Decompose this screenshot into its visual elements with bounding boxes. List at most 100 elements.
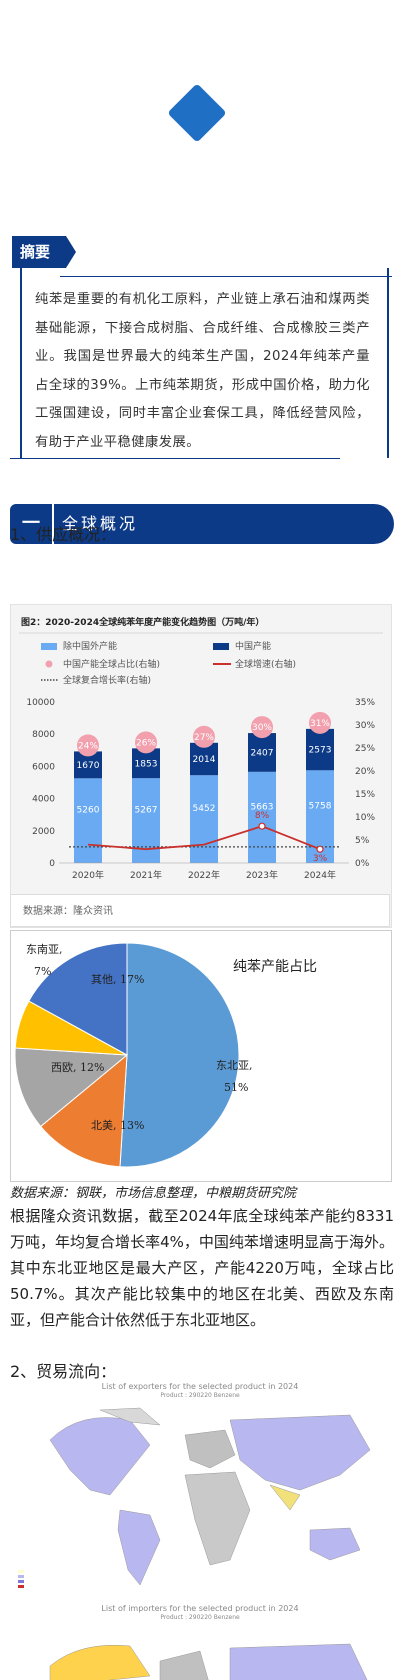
y2-tick-label: 30% [355,721,375,731]
map1-title: List of exporters for the selected produ… [101,1382,299,1391]
pie-slice [119,942,240,1168]
share-label: 27% [194,733,214,743]
legend-label-3: 全球增速(右轴) [235,658,296,670]
x-tick-label: 2022年 [188,869,220,881]
importers-map [49,1643,368,1680]
growth-line [87,825,321,851]
bar-label-outside: 5452 [193,804,216,814]
y-tick-label: 10000 [26,698,55,708]
y2-tick-label: 0% [355,859,370,869]
bar-china [306,728,334,771]
y2-tick-label: 15% [355,790,375,800]
exporters-map [10,1400,390,1600]
y-tick-label: 0 [49,859,55,869]
share-label: 31% [310,719,330,729]
legend-label-0: 除中国外产能 [63,640,117,652]
pie-pct: 51% [224,1081,248,1094]
x-tick-label: 2023年 [246,869,278,881]
bar-outside-china [132,778,160,863]
bar-label-china: 2407 [251,748,274,758]
pie-pct: 7% [34,965,51,978]
abstract-box [20,268,389,458]
pie-slice [28,942,128,1056]
map2-subtitle: Product : 290220 Benzene [160,1614,240,1621]
abstract-text: 纯苯是重要的有机化工原料，产业链上承石油和煤两类基础能源，下接合成树脂、合成纤维… [35,292,370,450]
pie-slice [39,1053,128,1168]
bar-china [190,742,218,776]
growth-point [316,845,324,853]
share-label: 26% [136,738,156,748]
y-tick-label: 2000 [32,827,55,837]
bar-label-outside: 5758 [309,802,332,812]
bar-chart-source: 数据来源：隆众资讯 [10,894,390,927]
y2-tick-label: 35% [355,698,375,708]
map2-title: List of importers for the selected produ… [101,1604,299,1613]
share-label: 24% [78,741,98,751]
share-bubble [77,734,99,757]
legend-label-4: 全球复合增长率(右轴) [63,674,151,686]
x-tick-label: 2020年 [72,869,104,881]
legend-label-2: 中国产能全球占比(右轴) [63,658,160,670]
x-axis: 2020年 2021年 2022年 2023年 2024年 [59,862,349,881]
x-tick-label: 2024年 [304,869,336,881]
bar-label-outside: 5267 [135,806,158,816]
pie-source-note: 数据来源：钢联，市场信息整理，中粮期货研究院 [10,1186,297,1201]
bar-label-china: 1670 [77,761,100,771]
legend-swatch-0 [41,643,57,650]
legend-label-1: 中国产能 [235,640,271,652]
pie-label: 北美, 13% [91,1119,144,1132]
y2-tick-label: 10% [355,813,375,823]
bar-label-outside: 5663 [251,802,274,812]
chart-title: 图2：2020-2024全球纯苯年度产能变化趋势图（万吨/年） [21,616,264,628]
bar-label-outside: 5260 [77,806,100,816]
legend-swatch-1 [213,643,229,650]
bar-china [248,733,276,772]
pie-slices [14,942,240,1168]
y2-tick-label: 5% [355,836,370,846]
pie-chart-svg: 纯苯产能占比 东北亚, 51% 北美, 13% 西欧, 12% 东南亚, 7% 其他, 17… [14,942,317,1168]
section-number: 一 [10,504,54,544]
pie-labels: 东北亚, 51% 北美, 13% 西欧, 12% 东南亚, 7% 其他, 17% [26,943,253,1132]
y-axis: 0 2000 4000 6000 8000 10000 [26,698,55,869]
share-bubble [309,711,331,734]
decorative-diamond [167,83,227,143]
supply-heading: 1、供应概况： [10,525,117,544]
growth-label: 8% [255,811,270,821]
pie-label: 其他, 17% [91,973,144,986]
trade-maps: List of exporters for the selected produ… [10,1382,390,1680]
divider-bottom [10,458,340,459]
x-tick-label: 2021年 [130,869,162,881]
section-title: 全球概况 [62,514,139,533]
bar-outside-china [248,771,276,863]
y-tick-label: 6000 [32,762,55,772]
bar-chart-panel: 图2：2020-2024全球纯苯年度产能变化趋势图（万吨/年） 除中国外产能中国… [10,604,392,928]
bar-label-china: 2014 [193,755,216,765]
pie-slice [14,1047,129,1128]
pie-chart-panel: 纯苯产能占比 东北亚, 51% 北美, 13% 西欧, 12% 东南亚, 7% 其他, 17… [10,930,392,1182]
legend-swatch-2 [45,660,53,668]
bar-outside-china [74,778,102,863]
section-header-bar [10,504,394,544]
bar-chart-svg: 图2：2020-2024全球纯苯年度产能变化趋势图（万吨/年） 除中国外产能中国… [19,616,383,881]
body-paragraph: 根据隆众资讯数据，截至2024年底全球纯苯产能约8331万吨，年均复合增长率4%… [10,1207,394,1329]
y2-tick-label: 25% [355,744,375,754]
share-bubble [193,725,215,748]
abstract-tag: 摘要 [12,236,77,268]
map1-subtitle: Product : 290220 Benzene [160,1392,240,1399]
share-bubble [251,716,273,739]
pie-label: 东南亚, [26,943,63,956]
pie-label: 西欧, 12% [51,1061,104,1074]
bars-group: 5260 1670 24% 5267 1853 26% 5452 2014 27% 5663 240… [74,711,334,863]
pie-title: 纯苯产能占比 [233,958,317,975]
bar-outside-china [190,775,218,863]
lines-group: 8% 3% [69,811,339,864]
y2-axis: 0% 5% 10% 15% 20% 25% 30% 35% [355,698,375,869]
y2-tick-label: 20% [355,767,375,777]
bar-label-china: 1853 [135,759,158,769]
growth-point [258,822,266,830]
share-bubble [135,731,157,754]
growth-label: 3% [313,854,328,864]
bar-label-china: 2573 [309,746,332,756]
trade-heading: 2、贸易流向： [10,1362,117,1381]
divider-top [60,276,392,277]
